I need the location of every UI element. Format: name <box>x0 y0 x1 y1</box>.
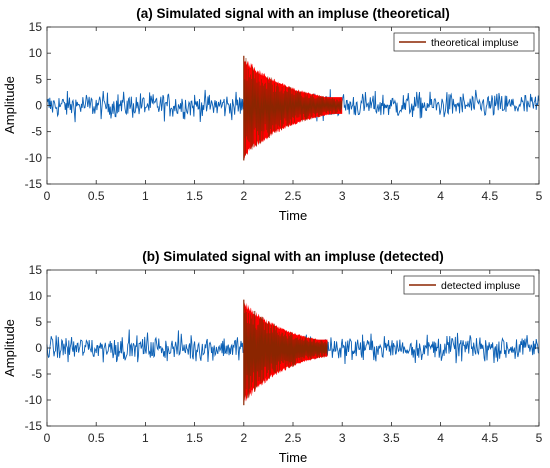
x-tick-label: 1 <box>142 189 149 203</box>
x-axis-label: Time <box>279 450 307 465</box>
y-axis-label: Amplitude <box>2 319 17 377</box>
legend: theoretical impluse <box>393 32 535 52</box>
x-tick-label: 3.5 <box>383 189 400 203</box>
x-tick-label: 4 <box>437 189 444 203</box>
y-axis-label: Amplitude <box>2 76 17 134</box>
chart-title: (a) Simulated signal with an impluse (th… <box>136 6 450 21</box>
y-tick-label: 0 <box>35 341 42 355</box>
legend-box <box>403 275 535 295</box>
legend-label: theoretical impluse <box>431 37 519 49</box>
x-tick-label: 4.5 <box>481 431 498 445</box>
signal-marks <box>46 299 540 406</box>
legend-box <box>393 32 535 52</box>
legend-label: detected impluse <box>441 280 521 292</box>
x-tick-label: 0 <box>44 189 51 203</box>
y-tick-label: -5 <box>31 125 42 139</box>
y-tick-label: 5 <box>35 72 42 86</box>
axis-ticks: 0 0.5 1 1.5 2 2.5 3 3.5 4 4.5 5 15 10 5 0 -5 -10 -15 <box>25 20 543 203</box>
y-tick-label: -10 <box>25 151 43 165</box>
x-tick-label: 5 <box>536 189 543 203</box>
x-tick-label: 0 <box>44 431 51 445</box>
legend: detected impluse <box>403 275 535 295</box>
y-tick-label: 0 <box>35 99 42 113</box>
y-tick-label: -5 <box>31 367 42 381</box>
y-tick-label: 15 <box>29 263 43 277</box>
x-tick-label: 2.5 <box>285 189 302 203</box>
x-tick-label: 3 <box>339 431 346 445</box>
chart-panel-a: (a) Simulated signal with an impluse (th… <box>2 6 543 223</box>
x-tick-label: 3.5 <box>383 431 400 445</box>
axis-ticks: 0 0.5 1 1.5 2 2.5 3 3.5 4 4.5 5 15 10 5 0 -5 -10 -15 <box>25 263 543 445</box>
x-axis-label: Time <box>279 208 307 223</box>
y-tick-label: 15 <box>29 20 43 34</box>
impulse-series-line <box>243 58 343 156</box>
x-tick-label: 4.5 <box>481 189 498 203</box>
y-tick-label: 10 <box>29 46 43 60</box>
x-tick-label: 2 <box>240 431 247 445</box>
signal-marks <box>46 55 540 161</box>
y-tick-label: 5 <box>35 315 42 329</box>
y-tick-label: -15 <box>25 177 43 191</box>
x-tick-label: 0.5 <box>88 189 105 203</box>
y-tick-label: 10 <box>29 289 43 303</box>
x-tick-label: 4 <box>437 431 444 445</box>
x-tick-label: 5 <box>536 431 543 445</box>
chart-title: (b) Simulated signal with an impluse (de… <box>142 249 444 264</box>
impulse-series-line <box>243 302 328 400</box>
x-tick-label: 3 <box>339 189 346 203</box>
x-tick-label: 1 <box>142 431 149 445</box>
y-tick-label: -15 <box>25 419 43 433</box>
x-tick-label: 2.5 <box>285 431 302 445</box>
x-tick-label: 1.5 <box>186 431 203 445</box>
x-tick-label: 2 <box>240 189 247 203</box>
chart-panel-b: (b) Simulated signal with an impluse (de… <box>2 249 543 465</box>
y-tick-label: -10 <box>25 393 43 407</box>
x-tick-label: 0.5 <box>88 431 105 445</box>
x-tick-label: 1.5 <box>186 189 203 203</box>
